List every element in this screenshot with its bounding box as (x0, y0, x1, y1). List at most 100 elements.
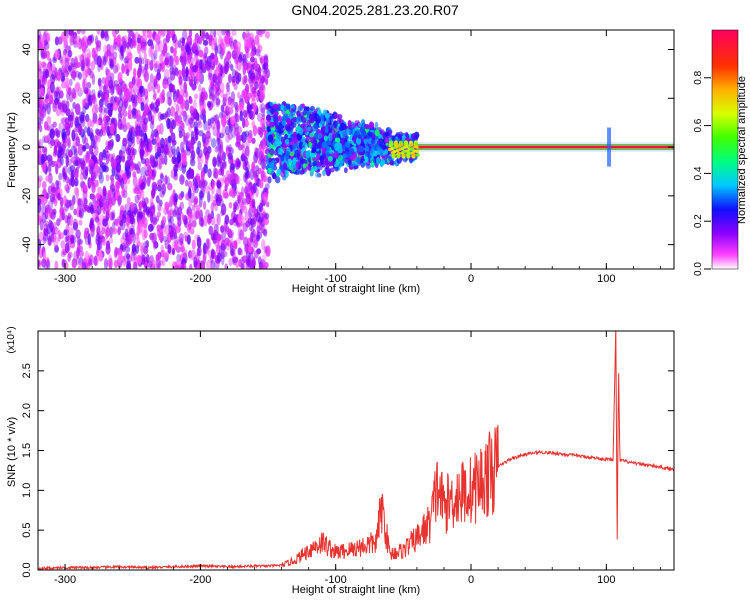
spectrogram-cell (268, 161, 275, 169)
spectrogram-cell (187, 180, 193, 189)
spectrogram-cell (59, 204, 64, 214)
spectrogram-cell (125, 159, 130, 168)
spectrogram-cell (69, 226, 74, 237)
spectrogram-cell (62, 50, 67, 60)
spectrogram-cell (267, 134, 274, 143)
spectrogram-cell (249, 193, 253, 204)
snr-scale-label: (x10⁴) (6, 326, 17, 353)
spectrogram-cell (156, 61, 161, 69)
spectrogram-cell (61, 81, 67, 89)
spectrogram-cell (148, 30, 153, 40)
spectrogram-cell (198, 190, 204, 199)
spectrogram-cell (160, 137, 165, 149)
spectrogram-cell (84, 102, 90, 110)
spectrogram-cell (210, 210, 215, 220)
spectrogram-cell (262, 228, 267, 236)
spectrogram-cell (57, 102, 62, 110)
spectrogram-cell (412, 153, 416, 157)
spectrogram-cell (193, 93, 199, 100)
spectrogram-cell (43, 220, 49, 227)
spectrogram-cell (250, 234, 254, 246)
spectrogram-cell (79, 111, 85, 122)
spectrogram-cell (245, 30, 251, 39)
spectrogram-cell (180, 261, 184, 269)
spectrogram-cell (229, 242, 233, 250)
spectrogram-cell (177, 39, 181, 49)
spectrogram-cell (117, 195, 122, 207)
spectrogram-cell (40, 74, 46, 84)
spectrogram-cell (122, 110, 128, 118)
spectrogram-cell (117, 43, 123, 54)
spectrogram-cell (309, 117, 315, 124)
spectrogram-cell (224, 125, 230, 136)
spectrogram-cell (113, 79, 119, 88)
spectrogram-cell (323, 135, 328, 142)
spectrogram-cell (97, 186, 102, 194)
spectrogram-cell (68, 78, 73, 87)
spectrogram-cell (78, 54, 82, 62)
spectrogram-cell (214, 202, 218, 212)
spectrogram-cell (251, 86, 257, 95)
spectrogram-cell (157, 141, 162, 153)
spectrogram-cell (233, 203, 238, 211)
spectrogram-cell (55, 90, 61, 102)
spectrogram-cell (75, 115, 80, 125)
figure-title: GN04.2025.281.23.20.R07 (291, 2, 459, 18)
y-tick-label: 2.0 (21, 403, 33, 418)
spectrogram-cell (175, 225, 181, 233)
spectrogram-cell (146, 177, 151, 187)
spectrogram-cell (127, 52, 133, 61)
spectrogram-cell (50, 63, 56, 73)
spectrogram-cell (99, 192, 104, 202)
spectrogram-cell (81, 160, 86, 171)
spectrogram-cell (78, 219, 83, 226)
spectrogram-cell (38, 38, 42, 51)
spectrogram-cell (246, 101, 251, 113)
x-tick-label: 100 (597, 574, 615, 586)
spectrogram-cell (249, 56, 255, 63)
spectrogram-cell (76, 257, 80, 266)
spectrogram-cell (194, 109, 199, 122)
spectrogram-cell (54, 36, 60, 46)
spectrogram-cell (231, 30, 237, 37)
spectrogram-cell (164, 224, 170, 237)
spectrogram-cell (144, 69, 149, 82)
spectrogram-cell (56, 218, 61, 227)
spectrogram-cell (228, 258, 233, 266)
spectrogram-cell (216, 154, 221, 167)
spectrogram-cell (222, 250, 228, 258)
colorbar-tick-label: 0.8 (693, 70, 704, 84)
spectrogram-cell (374, 121, 379, 130)
spectrogram-cell (235, 105, 240, 112)
spectrogram-cell (191, 220, 197, 228)
spectrogram-cell (207, 118, 212, 126)
spectrogram-cell (216, 213, 221, 226)
spectrogram-cell (252, 88, 257, 98)
spectrogram-cell (410, 133, 417, 140)
spectrogram-cell (61, 59, 66, 71)
spectrogram-cell (347, 159, 352, 166)
spectrogram-cell (181, 56, 187, 68)
spectrogram-cell (60, 72, 66, 83)
spectrogram-cell (225, 100, 232, 112)
spectrogram-cell (132, 210, 137, 218)
spectrogram-cell (196, 236, 202, 249)
spectrogram-cell (185, 66, 189, 78)
spectrogram-cell (302, 163, 307, 169)
spectrogram-cell (324, 112, 330, 119)
spectrogram-cell (225, 82, 230, 90)
spectrogram-cell (137, 69, 142, 79)
spectrogram-cell (94, 162, 98, 172)
spectrogram-cell (266, 201, 270, 208)
spectrogram-cell (368, 121, 375, 129)
spectrogram-cell (127, 32, 131, 45)
spectrogram-cell (90, 60, 96, 71)
spectrogram-cell (157, 201, 162, 212)
spectrogram-cell (256, 234, 260, 242)
spectrogram-cell (249, 218, 255, 228)
spectrogram-cell (404, 141, 409, 146)
spectrogram-cell (250, 217, 257, 228)
spectrogram-cell (117, 226, 121, 236)
spectrogram-cell (244, 145, 250, 157)
